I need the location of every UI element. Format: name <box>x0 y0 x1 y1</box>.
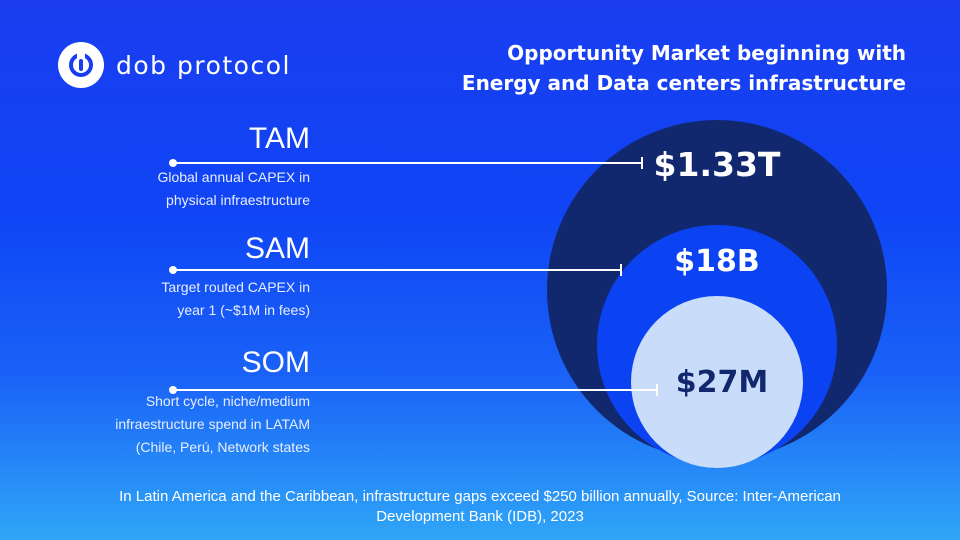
tam-label: TAM <box>248 122 310 155</box>
som-description-line-2: infraestructure spend in LATAM <box>115 416 310 432</box>
som-leader-line <box>169 384 658 396</box>
sam-description-line-1: Target routed CAPEX in <box>161 279 310 295</box>
tam-value: $1.33T <box>654 145 781 184</box>
page-title-line-1: Opportunity Market beginning with <box>507 41 906 65</box>
brand-logo: dob protocol <box>58 42 291 88</box>
brand-name: dob protocol <box>116 50 291 80</box>
som-segment: SOM Short cycle, niche/medium infraestru… <box>50 346 310 459</box>
som-description: Short cycle, niche/medium infraestructur… <box>50 390 310 459</box>
page-title: Opportunity Market beginning with Energy… <box>386 38 906 98</box>
tam-segment: TAM Global annual CAPEX in physical infr… <box>50 122 310 212</box>
som-circle <box>631 296 803 468</box>
dob-logo-icon <box>58 42 104 88</box>
tam-description-line-1: Global annual CAPEX in <box>157 169 310 185</box>
footnote-line-2: Development Bank (IDB), 2023 <box>376 508 584 525</box>
som-label: SOM <box>241 346 310 379</box>
som-value: $27M <box>676 365 768 400</box>
sam-segment: SAM Target routed CAPEX in year 1 (~$1M … <box>50 232 310 322</box>
tam-leader-line <box>169 157 643 169</box>
sam-description: Target routed CAPEX in year 1 (~$1M in f… <box>50 276 310 322</box>
sam-leader-line <box>169 264 622 276</box>
footnote-line-1: In Latin America and the Caribbean, infr… <box>119 488 841 505</box>
page-title-line-2: Energy and Data centers infrastructure <box>461 71 906 95</box>
tam-description-line-2: physical infraestructure <box>166 192 310 208</box>
sam-value: $18B <box>674 244 760 279</box>
som-description-line-3: (Chile, Perú, Network states <box>135 439 310 455</box>
som-description-line-1: Short cycle, niche/medium <box>145 393 310 409</box>
sam-label: SAM <box>244 232 310 265</box>
sam-description-line-2: year 1 (~$1M in fees) <box>177 302 310 318</box>
source-footnote: In Latin America and the Caribbean, infr… <box>20 487 940 527</box>
tam-description: Global annual CAPEX in physical infraest… <box>50 166 310 212</box>
